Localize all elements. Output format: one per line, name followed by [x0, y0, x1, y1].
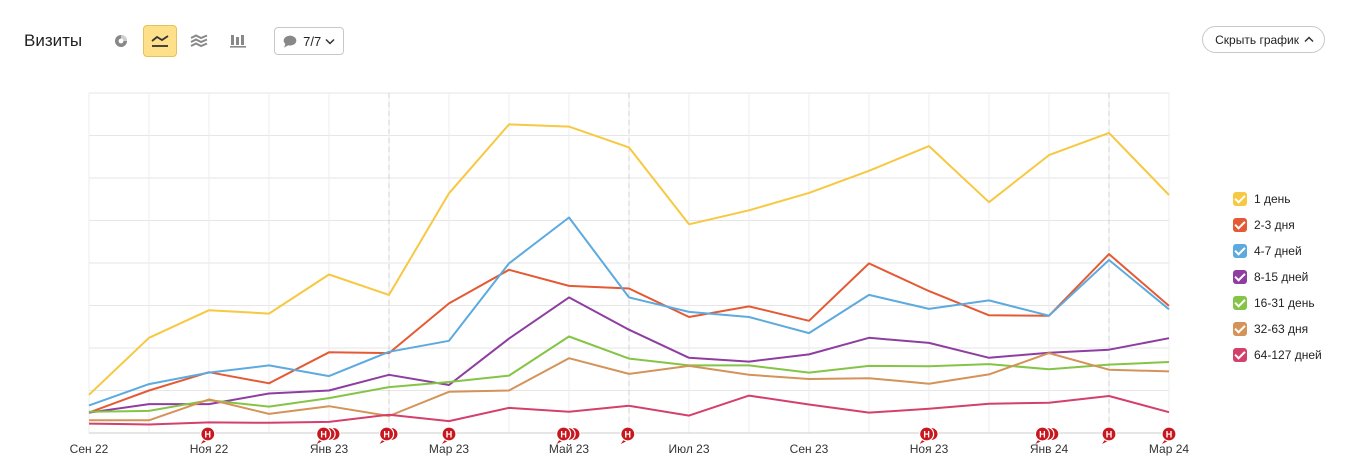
- annotation-marker-label: Н: [1106, 430, 1113, 440]
- legend-item[interactable]: 2-3 дня: [1233, 212, 1322, 238]
- area-chart-icon: [190, 34, 208, 48]
- chevron-down-icon: [325, 38, 335, 45]
- pie-chart-icon: [115, 35, 128, 47]
- x-tick-label: Мар 24: [1149, 442, 1189, 456]
- area-view-button[interactable]: [182, 25, 216, 57]
- legend-label: 64-127 дней: [1254, 348, 1322, 362]
- legend-item[interactable]: 32-63 дня: [1233, 316, 1322, 342]
- checkbox-checked-icon: [1233, 322, 1247, 336]
- x-tick-label: Ноя 23: [910, 442, 949, 456]
- series-line: [88, 296, 1170, 414]
- chart-legend: 1 день 2-3 дня 4-7 дней 8-15 дней 16-31 день…: [1233, 186, 1322, 368]
- annotations-select[interactable]: 7/7: [274, 27, 345, 55]
- checkbox-checked-icon: [1233, 270, 1247, 284]
- checkbox-checked-icon: [1233, 244, 1247, 258]
- annotation-marker: [379, 426, 395, 442]
- annotation-marker: [620, 426, 636, 442]
- legend-item[interactable]: 16-31 день: [1233, 290, 1322, 316]
- annotation-marker-label: Н: [1039, 430, 1046, 440]
- annotation-marker-label: Н: [383, 430, 390, 440]
- annotation-marker: [1101, 426, 1117, 442]
- annotation-marker-label: Н: [446, 430, 453, 440]
- x-tick-label: Сен 23: [790, 442, 829, 456]
- checkbox-checked-icon: [1233, 348, 1247, 362]
- x-tick-label: Янв 24: [1030, 442, 1069, 456]
- chevron-up-icon: [1304, 36, 1314, 43]
- line-view-button[interactable]: [143, 25, 178, 57]
- page-title: Визиты: [24, 31, 83, 50]
- annotation-marker: [200, 426, 216, 442]
- legend-item[interactable]: 64-127 дней: [1233, 342, 1322, 368]
- series-line: [88, 335, 1170, 413]
- chart-toolbar: Визиты 7/7: [24, 25, 345, 57]
- legend-label: 2-3 дня: [1254, 218, 1295, 232]
- annotation-marker-label: Н: [1166, 430, 1173, 440]
- legend-label: 8-15 дней: [1254, 270, 1309, 284]
- annotation-marker: [555, 426, 572, 442]
- series-line: [88, 216, 1170, 407]
- annotation-marker-label: Н: [560, 430, 567, 440]
- hide-chart-button[interactable]: Скрыть график: [1202, 26, 1325, 53]
- comment-icon: [283, 35, 297, 47]
- series-line: [88, 394, 1170, 426]
- line-chart-icon: [151, 35, 169, 47]
- x-tick-label: Сен 22: [70, 442, 109, 456]
- annotations-count: 7/7: [303, 33, 322, 49]
- annotation-marker: [1034, 426, 1051, 442]
- annotation-marker: [316, 426, 332, 442]
- bar-view-button[interactable]: [221, 25, 255, 57]
- x-tick-label: Янв 23: [310, 442, 349, 456]
- hide-chart-label: Скрыть график: [1215, 32, 1299, 47]
- checkbox-checked-icon: [1233, 218, 1247, 232]
- series-line: [89, 352, 1170, 422]
- annotation-marker-label: Н: [923, 430, 930, 440]
- x-tick-label: Мар 23: [429, 442, 469, 456]
- annotation-marker: [918, 426, 935, 442]
- annotation-marker: [441, 426, 457, 442]
- x-tick-label: Май 23: [549, 442, 590, 456]
- x-tick-label: Ноя 22: [190, 442, 229, 456]
- legend-label: 16-31 день: [1254, 296, 1315, 310]
- annotation-marker: [1161, 426, 1177, 442]
- annotation-marker-label: Н: [625, 430, 632, 440]
- legend-item[interactable]: 4-7 дней: [1233, 238, 1322, 264]
- checkbox-checked-icon: [1233, 296, 1247, 310]
- legend-label: 32-63 дня: [1254, 322, 1309, 336]
- annotation-marker-label: Н: [205, 430, 212, 440]
- legend-item[interactable]: 8-15 дней: [1233, 264, 1322, 290]
- legend-item[interactable]: 1 день: [1233, 186, 1322, 212]
- series-line: [88, 253, 1170, 414]
- annotation-marker-label: Н: [320, 430, 327, 440]
- legend-label: 4-7 дней: [1254, 244, 1302, 258]
- pie-view-button[interactable]: [104, 25, 138, 57]
- x-tick-label: Июл 23: [668, 442, 709, 456]
- series-line: [88, 123, 1170, 396]
- legend-label: 1 день: [1254, 192, 1291, 206]
- bar-chart-icon: [230, 35, 247, 48]
- checkbox-checked-icon: [1233, 192, 1247, 206]
